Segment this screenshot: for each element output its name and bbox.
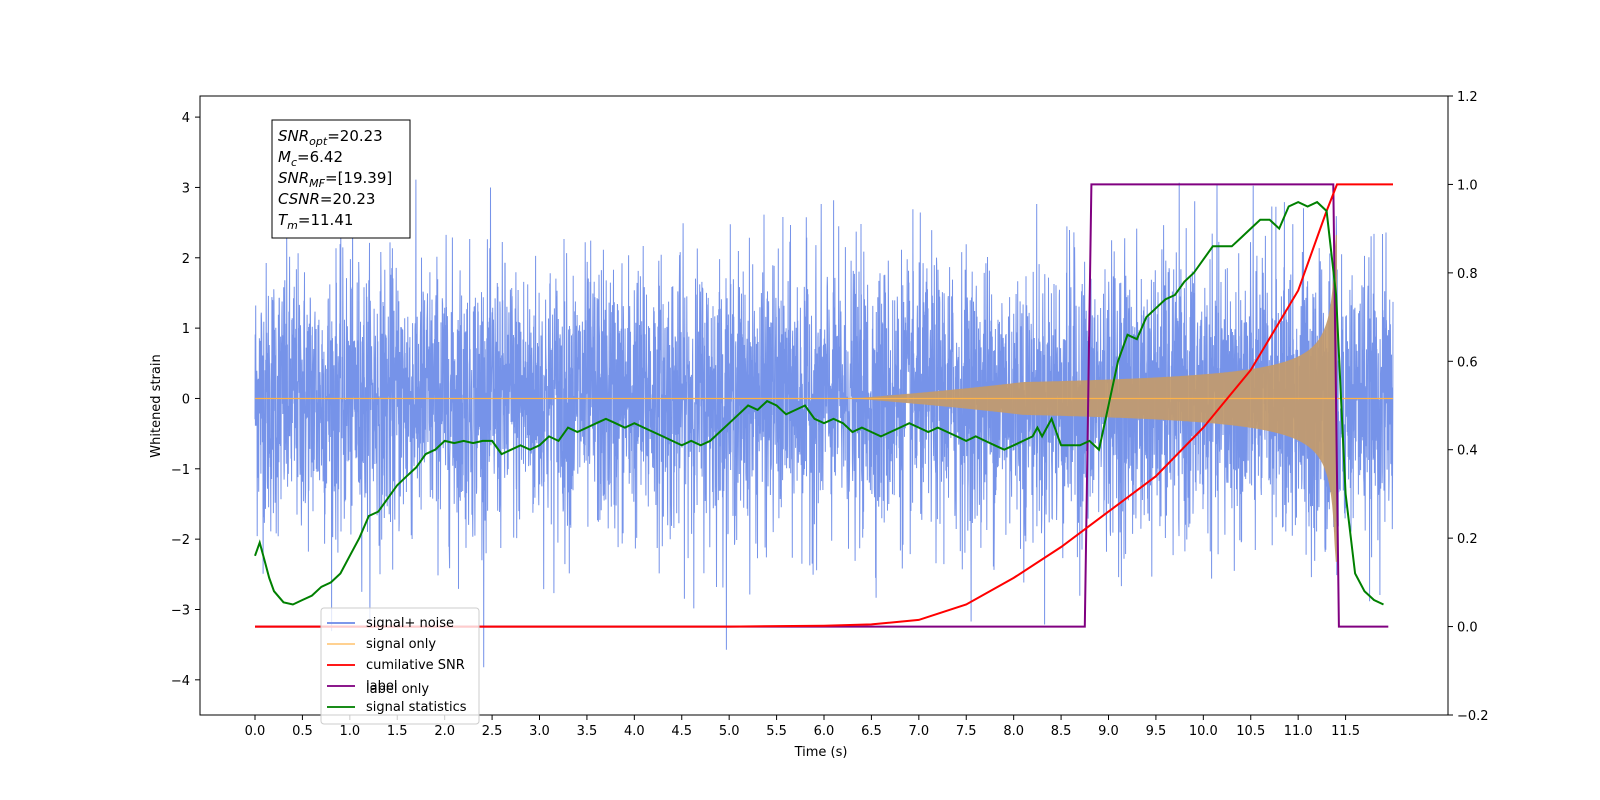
legend-entry: label [366,679,397,694]
x-tick-label: 8.5 [1051,724,1072,739]
annotation-box: SNRopt=20.23Mc=6.42SNRMF=[19.39]CSNR=20.… [271,119,411,239]
x-tick-label: 2.5 [482,724,503,739]
plot-area [254,179,1394,668]
legend-frame [320,607,480,725]
x-tick-label: 11.0 [1284,724,1313,739]
legend: signal+ noise signal only cumilative SNR la… [320,607,480,725]
x-tick-label: 7.0 [908,724,929,739]
y-right-tick-label: 0.0 [1457,621,1478,636]
x-tick-label: 6.0 [814,724,835,739]
y-left-tick-label: 1 [182,322,190,337]
legend-entry: label only [366,682,429,697]
annotation-line: CSNR=20.23 [278,190,375,208]
y-left-tick-label: 3 [182,181,190,196]
x-tick-label: 0.0 [245,724,266,739]
x-tick-label: 10.5 [1236,724,1265,739]
x-tick-label: 1.0 [339,724,360,739]
series-label [255,183,1389,628]
x-tick-label: 8.0 [1003,724,1024,739]
x-axis: 0.0 0.5 1.0 1.5 2.0 2.5 3.0 3.5 4.0 4.5 5.0 5.5 6.0 6… [245,715,1360,739]
y-right-tick-label: 0.8 [1457,267,1478,282]
x-axis-label: Time (s) [794,745,848,760]
x-tick-label: 6.5 [861,724,882,739]
x-tick-label: 2.0 [434,724,455,739]
x-tick-label: 1.5 [387,724,408,739]
series-cumilative-snr [255,183,1393,628]
x-tick-label: 4.5 [671,724,692,739]
y-axis-right: −0.2 0.0 0.2 0.4 0.6 0.8 1.0 1.2 [1448,90,1489,724]
y-left-tick-label: −2 [171,533,190,548]
annotation-box-frame [271,119,411,239]
y-right-tick-label: 0.4 [1457,444,1478,459]
x-tick-label: 5.0 [719,724,740,739]
x-tick-label: 10.0 [1189,724,1218,739]
y-right-tick-label: 0.2 [1457,532,1478,547]
annotation-line: SNRopt=20.23 [278,127,383,148]
annotation-line: Tm=11.41 [278,211,353,232]
y-axis-left: −4 −3 −2 −1 0 1 2 3 4 [171,111,200,689]
y-right-tick-label: −0.2 [1457,709,1489,724]
x-tick-label: 3.0 [529,724,550,739]
series-signal-statistics [254,200,1384,606]
y-right-tick-label: 0.6 [1457,355,1478,370]
x-tick-label: 0.5 [292,724,313,739]
legend-entry: cumilative SNR [366,658,465,673]
y-left-tick-label: −1 [171,463,190,478]
legend-entry: signal statistics [366,700,467,715]
y-left-tick-label: 4 [182,111,190,126]
x-tick-label: 9.0 [1098,724,1119,739]
y-right-tick-label: 1.2 [1457,90,1478,105]
y-left-tick-label: −3 [171,603,190,618]
y-right-tick-label: 1.0 [1457,178,1478,193]
y-left-tick-label: 2 [182,252,190,267]
x-tick-label: 4.0 [624,724,645,739]
annotation-line: SNRMF=[19.39] [278,169,392,190]
legend-entry: signal+ noise [366,616,454,631]
y-left-tick-label: 0 [182,392,190,407]
legend-entry: signal only [366,637,436,652]
x-tick-label: 9.5 [1146,724,1167,739]
x-tick-label: 7.5 [956,724,977,739]
y-axis-label: Whitened strain [149,354,164,457]
annotation-line: Mc=6.42 [278,148,343,169]
y-left-tick-label: −4 [171,674,190,689]
x-tick-label: 3.5 [577,724,598,739]
x-tick-label: 11.5 [1331,724,1360,739]
x-tick-label: 5.5 [766,724,787,739]
